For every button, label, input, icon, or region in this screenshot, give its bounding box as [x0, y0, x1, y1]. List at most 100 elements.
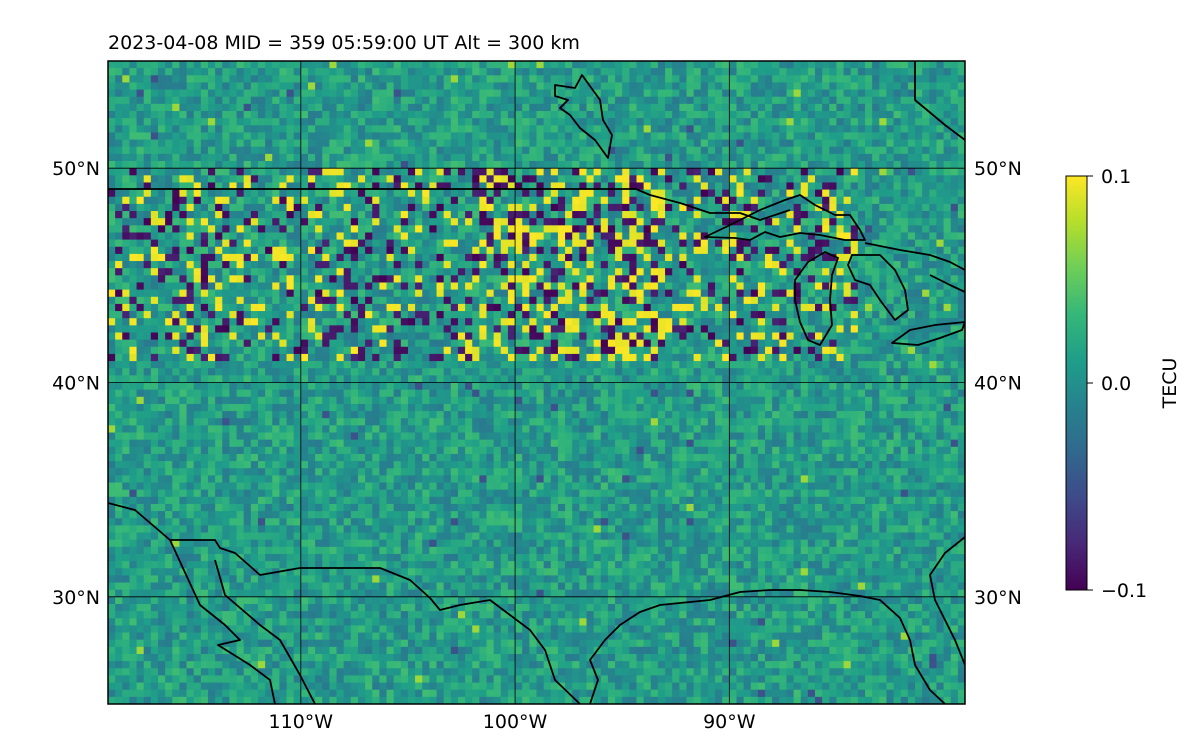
- heatmap-cell: [743, 175, 752, 184]
- heatmap-cell: [522, 61, 530, 69]
- heatmap-cell: [729, 246, 738, 255]
- heatmap-cell: [265, 75, 273, 84]
- heatmap-cell: [879, 325, 888, 334]
- heatmap-cell: [157, 282, 166, 291]
- heatmap-cell: [757, 325, 766, 334]
- heatmap-cell: [750, 153, 759, 162]
- heatmap-cell: [672, 325, 680, 334]
- heatmap-cell: [129, 203, 138, 212]
- heatmap-cell: [622, 196, 630, 205]
- heatmap-cell: [286, 339, 295, 348]
- heatmap-cell: [722, 225, 730, 234]
- heatmap-cell: [400, 125, 409, 134]
- heatmap-cell: [450, 339, 459, 348]
- heatmap-cell: [400, 246, 409, 255]
- heatmap-cell: [365, 75, 373, 84]
- heatmap-cell: [179, 268, 188, 276]
- heatmap-cell: [943, 132, 952, 141]
- heatmap-cell: [286, 168, 295, 176]
- heatmap-cell: [665, 132, 673, 141]
- heatmap-cell: [350, 139, 359, 148]
- heatmap-cell: [572, 146, 580, 155]
- heatmap-cell: [650, 239, 659, 248]
- heatmap-cell: [429, 232, 438, 241]
- heatmap-cell: [886, 339, 895, 348]
- heatmap-cell: [172, 261, 181, 269]
- heatmap-cell: [572, 89, 580, 98]
- heatmap-cell: [329, 225, 338, 234]
- heatmap-cell: [557, 311, 566, 319]
- heatmap-cell: [386, 339, 395, 348]
- heatmap-cell: [757, 118, 766, 126]
- heatmap-cell: [750, 296, 759, 305]
- heatmap-cell: [629, 282, 638, 291]
- heatmap-cell: [272, 168, 280, 176]
- heatmap-cell: [700, 189, 709, 198]
- heatmap-cell: [800, 311, 809, 319]
- heatmap-cell: [457, 211, 466, 219]
- heatmap-cell: [265, 332, 273, 341]
- heatmap-cell: [757, 182, 766, 191]
- heatmap-cell: [636, 239, 645, 248]
- heatmap-cell: [322, 353, 330, 362]
- heatmap-cell: [686, 61, 695, 69]
- heatmap-cell: [772, 132, 780, 141]
- heatmap-cell: [907, 111, 916, 119]
- heatmap-cell: [279, 132, 288, 141]
- heatmap-cell: [200, 296, 209, 305]
- heatmap-cell: [393, 332, 402, 341]
- heatmap-cell: [543, 175, 552, 184]
- heatmap-cell: [293, 282, 302, 291]
- heatmap-cell: [486, 296, 495, 305]
- heatmap-cell: [350, 125, 359, 134]
- heatmap-cell: [315, 96, 323, 105]
- heatmap-cell: [422, 339, 430, 348]
- heatmap-cell: [293, 253, 302, 262]
- heatmap-cell: [957, 111, 965, 119]
- heatmap-cell: [479, 332, 488, 341]
- heatmap-cell: [843, 153, 852, 162]
- heatmap-cell: [165, 325, 173, 334]
- heatmap-cell: [322, 346, 330, 355]
- heatmap-cell: [393, 146, 402, 155]
- heatmap-cell: [550, 339, 559, 348]
- heatmap-cell: [486, 196, 495, 205]
- heatmap-cell: [450, 296, 459, 305]
- heatmap-cell: [179, 146, 188, 155]
- heatmap-cell: [636, 111, 645, 119]
- heatmap-cell: [679, 225, 688, 234]
- heatmap-cell: [872, 153, 880, 162]
- heatmap-cell: [200, 75, 209, 84]
- heatmap-cell: [907, 96, 916, 105]
- heatmap-cell: [165, 225, 173, 234]
- heatmap-cell: [193, 311, 202, 319]
- heatmap-cell: [929, 161, 938, 169]
- heatmap-cell: [557, 225, 566, 234]
- heatmap-cell: [686, 139, 695, 148]
- heatmap-cell: [150, 182, 159, 191]
- heatmap-cell: [372, 146, 380, 155]
- heatmap-cell: [872, 68, 880, 76]
- heatmap-cell: [736, 103, 745, 112]
- heatmap-cell: [343, 303, 352, 312]
- heatmap-cell: [900, 132, 909, 141]
- heatmap-cell: [357, 89, 366, 98]
- heatmap-cell: [457, 182, 466, 191]
- heatmap-cell: [165, 175, 173, 184]
- heatmap-cell: [357, 111, 366, 119]
- heatmap-cell: [950, 111, 959, 119]
- heatmap-cell: [222, 96, 231, 105]
- heatmap-cell: [407, 211, 416, 219]
- heatmap-cell: [622, 296, 630, 305]
- heatmap-cell: [357, 225, 366, 234]
- heatmap-cell: [529, 146, 538, 155]
- heatmap-cell: [243, 175, 252, 184]
- heatmap-cell: [143, 339, 152, 348]
- heatmap-cell: [893, 161, 902, 169]
- heatmap-cell: [393, 175, 402, 184]
- heatmap-cell: [379, 68, 388, 76]
- heatmap-cell: [943, 203, 952, 212]
- heatmap-cell: [529, 346, 538, 355]
- heatmap-cell: [129, 196, 138, 205]
- heatmap-cell: [715, 153, 723, 162]
